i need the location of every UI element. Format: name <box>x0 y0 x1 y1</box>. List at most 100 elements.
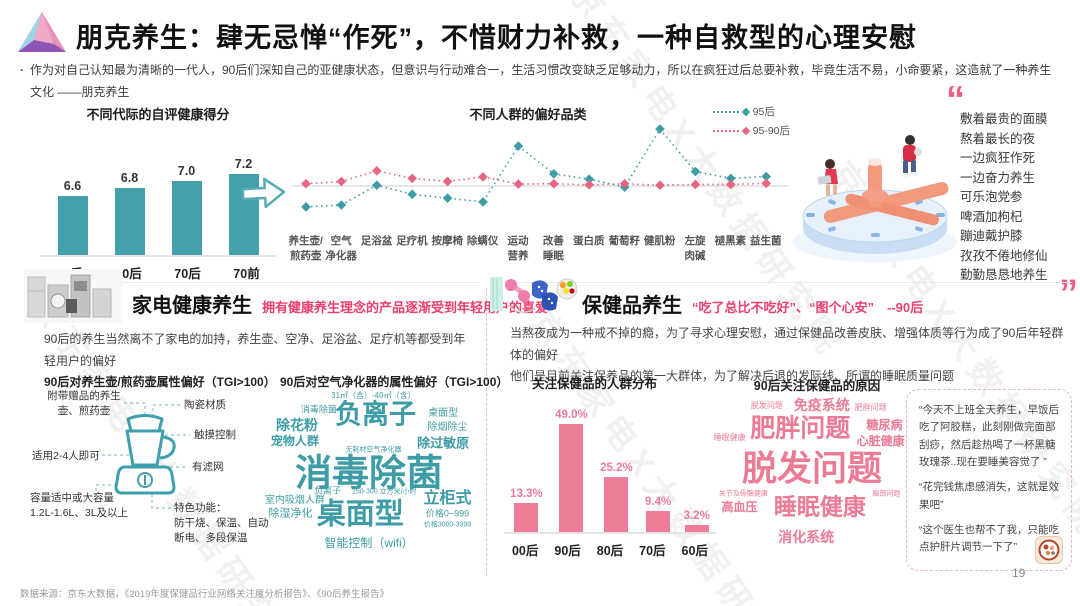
punk-quote-line: 蹦迪戴护膝 <box>960 229 1023 243</box>
data-point-marker <box>371 165 382 176</box>
data-point-marker <box>690 166 701 177</box>
brand-triangle-logo-icon <box>16 10 68 61</box>
wordcloud-word: 肥胖问题 <box>854 402 887 412</box>
kettle-attribute-label: 陶瓷材质 <box>184 399 226 411</box>
line-category-label: 足浴盆 <box>360 235 393 247</box>
wordcloud-word: 糖尿病 <box>866 418 903 433</box>
wordcloud-word: 除烟除尘 <box>427 422 468 434</box>
wordcloud-word: 肥胖问题 <box>750 414 851 443</box>
wordcloud-word: 室内吸烟人群 <box>264 494 325 506</box>
punk-quote-line: 啤酒加枸杞 <box>960 209 1023 224</box>
subchart-title-kettle: 90后对养生壶/煎药壶属性偏好（TGI>100） <box>44 375 276 389</box>
woman-with-laptop <box>817 159 838 196</box>
wordcloud-word: 负离子 <box>314 485 342 496</box>
bar-value-label: 9.4% <box>645 496 672 509</box>
bar-plot-area: 13.3% 49.0% 25.2% 9.4% 3.2% <box>504 400 716 534</box>
wordcloud-word: 31㎡（含）-40㎡（含） <box>331 390 416 400</box>
wordcloud-word: 消毒除菌 <box>300 404 337 415</box>
chart-title: 关注保健品的人群分布 <box>532 377 658 391</box>
page-number: 19 <box>1012 566 1026 580</box>
data-point-marker <box>301 202 311 212</box>
line-category-label: 褪黑素 <box>714 235 747 247</box>
wordcloud-word: 智能控制（wifi） <box>324 536 414 551</box>
kettle-icon <box>95 402 190 509</box>
legend-diamond-icon <box>741 107 750 116</box>
fitness-items-photo <box>490 277 578 313</box>
wordcloud-word: 消化系统 <box>778 529 835 546</box>
kettle-attribute-label: 有滤网 <box>192 461 224 473</box>
line-category-label: 健肌粉 <box>643 235 676 247</box>
bar-value-label: 7.2 <box>234 156 253 171</box>
bar-column: 3.2% <box>684 510 710 532</box>
punk-quote-line: 熬着最长的夜 <box>960 131 1036 146</box>
line-category-label: 蛋白质 <box>573 235 605 247</box>
wordcloud-word: 脱发问题 <box>741 449 883 489</box>
bar-category-label: 80后 <box>596 544 624 558</box>
data-point-marker <box>513 141 524 151</box>
page-title: 朋克养生：肆无忌惮“作死”，不惜财力补救，一种自救型的心理安慰 <box>76 23 917 53</box>
line-category-label: 运动 营养 <box>507 235 529 263</box>
bar <box>171 181 202 255</box>
bar <box>559 424 584 532</box>
bar-column: 6.8 <box>114 171 145 255</box>
bar-chart-supplement-audience: 关注保健品的人群分布 13.3% 49.0% 25.2% 9.4% 3.2% 00后 90… <box>504 373 716 559</box>
wordcloud-word: 无耗材空气净化器 <box>345 446 402 454</box>
wordcloud-word: 睡眠健康 <box>773 493 866 520</box>
bar-column: 7.2 <box>228 156 259 255</box>
legend-label: 95后 <box>752 106 775 118</box>
line-category-label: 葡萄籽 <box>608 235 640 247</box>
data-point-marker <box>548 178 559 189</box>
chart-title: 不同人群的偏好品类 <box>469 107 587 122</box>
data-point-marker <box>442 176 453 187</box>
bar-category-label: 00后 <box>511 544 539 558</box>
kettle-attribute-label: 附带赠品的养生 壶、煎药壶 <box>47 390 121 418</box>
line-category-label: 空气 净化器 <box>325 235 357 263</box>
wordcloud-word: 除湿净化 <box>268 507 313 520</box>
wordcloud-word: 关节及骨骼健康 <box>718 490 768 498</box>
data-point-marker <box>725 179 736 190</box>
bar <box>684 524 709 532</box>
data-point-marker <box>301 178 311 189</box>
bar <box>228 173 259 255</box>
punk-quote-block: “ 敷着最贵的面膜 熬着最长的夜 一边疯狂作死 一边奋力养生 可乐泡党参 啤酒加枸杞 蹦迪戴… <box>946 81 1078 315</box>
punk-quote-line: 一边奋力养生 <box>960 170 1036 185</box>
data-point-marker <box>584 180 595 190</box>
herbal-app-icon <box>1035 536 1063 564</box>
wordcloud-word: 价格0~999 <box>425 508 470 519</box>
wordcloud-word: 桌面型 <box>428 407 459 419</box>
bar <box>646 511 671 532</box>
wordcloud-word: 高血压 <box>721 500 758 514</box>
wordcloud-word: 免疫系统 <box>793 396 850 413</box>
bar-category-label: 70前 <box>233 267 260 281</box>
data-point-marker <box>371 180 382 191</box>
close-quote-mark: ” <box>1059 272 1078 315</box>
section-body: 90后的养生当然离不了家电的加持，养生壶、空净、足浴盆、足疗机等都受到年轻用户的… <box>44 332 466 368</box>
data-point-marker <box>655 124 665 134</box>
line-category-label: 左旋 肉碱 <box>684 235 706 263</box>
punk-quote-lines: 敷着最贵的面膜 熬着最长的夜 一边疯狂作死 一边奋力养生 可乐泡党参 啤酒加枸杞 蹦迪戴护膝… <box>946 110 1078 286</box>
line-category-label: 养生壶/煎药壶 <box>288 235 323 263</box>
bar-category-label: 70后 <box>174 267 201 281</box>
wordcloud-word: 脑部问题 <box>872 490 901 498</box>
wordcloud-word: 脱发问题 <box>750 401 783 411</box>
clock-balance-illustration <box>788 100 963 273</box>
line-category-row: 养生壶/煎药壶 空气 净化器 足浴盆 足疗机 按摩椅 除螨仪 运动 营养 改善 睡眠 蛋白质 葡萄籽 健肌… <box>288 234 792 264</box>
chart-title: 不同代际的自评健康得分 <box>86 107 230 122</box>
punk-quote-line: 敷着最贵的面膜 <box>960 112 1048 126</box>
section-subtitle: “吃了总比不吃好”、“图个心安” --90后 <box>692 300 924 315</box>
kettle-attribute-label: 触摸控制 <box>194 429 236 441</box>
user-quote: “花完钱焦虑感消失，这就是效果吧” <box>919 481 1059 511</box>
kettle-attribute-diagram: 附带赠品的养生 壶、煎药壶 适用2-4人即可 容量适中或大容量 1.2L-1.6L、3L… <box>30 387 269 559</box>
bar-column: 9.4% <box>645 496 671 532</box>
bar <box>57 195 88 255</box>
bar-column: 13.3% <box>510 488 543 532</box>
man-figure <box>901 135 922 177</box>
section-body-line2: 他们是目前关注保养品的第一大群体，为了解决后退的发际线、所谓的睡眠质量问题 <box>510 369 955 384</box>
bar-category-label: 60后 <box>681 544 708 558</box>
wordcloud-word: 睡眠健康 <box>713 433 746 443</box>
data-point-marker <box>478 197 488 207</box>
user-quote: “今天不上班全天养生，早饭后吃了阿胶糕，此刻刚做完面部刮痧，然后趁热喝了一杯黑糖… <box>919 404 1059 468</box>
legend-line-sample <box>712 110 739 113</box>
line-category-label: 益生菌 <box>750 235 782 247</box>
